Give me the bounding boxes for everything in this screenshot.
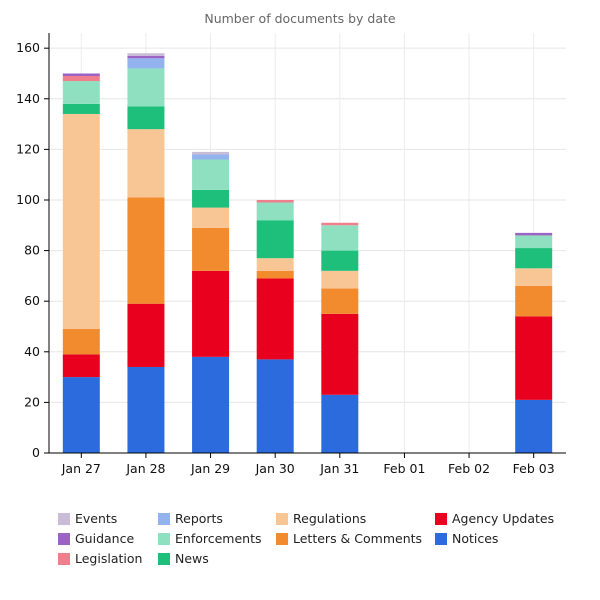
legend-swatch [58, 533, 70, 545]
bar-segment-reports [127, 58, 164, 68]
y-tick-label: 40 [24, 344, 40, 359]
legend-swatch [58, 513, 70, 525]
bar-segment-regulations [192, 208, 229, 228]
legend-item-events: Events [58, 511, 117, 526]
bar-segment-enforcements [63, 81, 100, 104]
bar-segment-news [192, 190, 229, 208]
bar-segment-agency-updates [257, 278, 294, 359]
bar-segment-notices [321, 395, 358, 453]
y-tick-label: 120 [16, 141, 40, 156]
legend-label: Guidance [75, 531, 134, 546]
legend-item-enforcements: Enforcements [158, 531, 262, 546]
legend-swatch [276, 513, 288, 525]
bar-segment-guidance [127, 56, 164, 59]
bar-segment-regulations [257, 258, 294, 271]
bar-segment-notices [63, 377, 100, 453]
chart: Number of documents by date 0 20 40 60 80 100… [0, 0, 600, 600]
bar-segment-letters-comments [257, 271, 294, 279]
x-tick-label: Feb 03 [513, 461, 555, 476]
y-tick-label: 80 [24, 243, 40, 258]
bar-segment-letters-comments [192, 228, 229, 271]
legend-label: Agency Updates [452, 511, 554, 526]
bar-segment-events [127, 53, 164, 56]
x-tick-label: Feb 01 [383, 461, 425, 476]
bar-segment-letters-comments [515, 286, 552, 316]
legend-item-letters-comments: Letters & Comments [276, 531, 422, 546]
bar-segment-regulations [515, 268, 552, 286]
bar-segment-legislation [257, 200, 294, 203]
bar-segment-agency-updates [63, 354, 100, 377]
y-tick-label: 0 [32, 445, 40, 460]
bar-segment-agency-updates [515, 316, 552, 399]
x-tick-label: Jan 27 [61, 461, 101, 476]
bar-segment-letters-comments [127, 197, 164, 303]
bar-segment-news [321, 251, 358, 271]
bar-segment-guidance [63, 73, 100, 76]
bar-segment-notices [257, 359, 294, 453]
bar-segment-notices [192, 357, 229, 453]
x-tick-label: Jan 30 [255, 461, 295, 476]
legend-swatch [435, 533, 447, 545]
plot-area: 0 20 40 60 80 100 120 140 160 Jan 27 Jan 28 Jan 29 J… [0, 0, 600, 500]
x-tick-label: Jan 28 [125, 461, 165, 476]
legend-item-notices: Notices [435, 531, 498, 546]
legend-swatch [58, 553, 70, 565]
bar-segment-enforcements [127, 68, 164, 106]
y-tick-label: 160 [16, 40, 40, 55]
legend-label: News [175, 551, 209, 566]
bar-segment-regulations [63, 114, 100, 329]
bar-segment-letters-comments [63, 329, 100, 354]
legend-label: Enforcements [175, 531, 262, 546]
legend-item-legislation: Legislation [58, 551, 142, 566]
legend-label: Reports [175, 511, 223, 526]
legend-swatch [435, 513, 447, 525]
bar-segment-enforcements [257, 203, 294, 221]
bar-segment-agency-updates [321, 314, 358, 395]
legend-item-news: News [158, 551, 209, 566]
x-tick-label: Jan 29 [190, 461, 230, 476]
bar-segment-agency-updates [192, 271, 229, 357]
legend-swatch [158, 553, 170, 565]
legend-swatch [158, 513, 170, 525]
bar-segment-news [257, 220, 294, 258]
bar-segment-news [63, 104, 100, 114]
bar-segment-notices [515, 400, 552, 453]
bar-segment-events [192, 152, 229, 155]
legend-label: Letters & Comments [293, 531, 422, 546]
legend-label: Events [75, 511, 117, 526]
bar-segment-enforcements [515, 235, 552, 248]
bar-segment-legislation [321, 223, 358, 226]
y-tick-label: 100 [16, 192, 40, 207]
bar-segment-letters-comments [321, 289, 358, 314]
bar-segment-regulations [321, 271, 358, 289]
legend-label: Regulations [293, 511, 366, 526]
y-tick-label: 60 [24, 293, 40, 308]
y-tick-label: 140 [16, 91, 40, 106]
bar-segment-legislation [63, 76, 100, 81]
bar-segment-enforcements [321, 225, 358, 250]
legend-item-guidance: Guidance [58, 531, 134, 546]
legend-swatch [158, 533, 170, 545]
x-tick-label: Feb 02 [448, 461, 490, 476]
bar-segment-guidance [515, 233, 552, 236]
bar-segment-regulations [127, 129, 164, 197]
legend-item-reports: Reports [158, 511, 223, 526]
x-tick-label: Jan 31 [319, 461, 359, 476]
bar-segment-news [127, 106, 164, 129]
bar-segment-enforcements [192, 160, 229, 190]
legend-label: Notices [452, 531, 498, 546]
bar-segment-reports [192, 154, 229, 159]
bar-segment-notices [127, 367, 164, 453]
legend-label: Legislation [75, 551, 142, 566]
legend-item-agency-updates: Agency Updates [435, 511, 554, 526]
legend-swatch [276, 533, 288, 545]
bar-segment-news [515, 248, 552, 268]
legend-item-regulations: Regulations [276, 511, 366, 526]
y-tick-label: 20 [24, 394, 40, 409]
bar-segment-agency-updates [127, 304, 164, 367]
